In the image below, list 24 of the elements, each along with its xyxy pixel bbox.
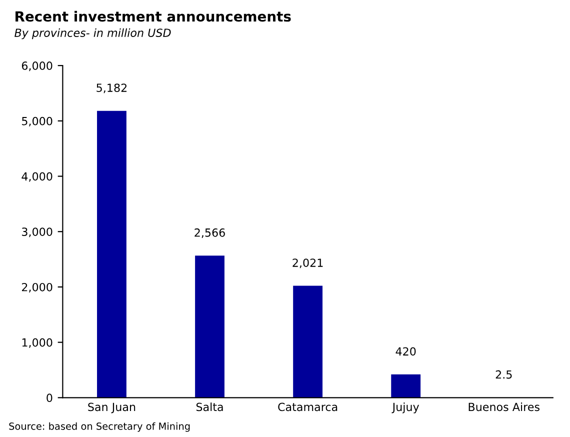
chart-title: Recent investment announcements — [16, 10, 291, 22]
data-label: 2.5 — [496, 370, 512, 379]
chart-subtitle: By provinces- in million USD — [14, 28, 171, 40]
x-tick-label: Catamarca — [278, 402, 338, 412]
bar — [293, 286, 323, 398]
bar — [97, 110, 126, 398]
y-tick-label: 2,000 — [22, 282, 52, 292]
data-label: 2,021 — [292, 258, 323, 268]
x-tick-label: Buenos Aires — [468, 402, 540, 412]
y-tick-label: 3,000 — [22, 228, 52, 238]
data-label: 420 — [396, 347, 416, 356]
data-label: 5,182 — [96, 84, 127, 94]
y-tick-label: 5,000 — [22, 116, 52, 126]
y-tick-label: 0 — [46, 394, 52, 402]
x-tick-label: San Juan — [88, 402, 136, 414]
bar — [391, 374, 421, 398]
y-tick-label: 6,000 — [22, 62, 52, 72]
bar — [195, 256, 224, 398]
source-note: Source: based on Secretary of Mining — [9, 422, 190, 432]
x-tick-label: Jujuy — [392, 402, 420, 414]
y-tick-label: 1,000 — [22, 338, 52, 348]
x-tick-label: Salta — [196, 402, 223, 412]
data-label: 2,566 — [194, 228, 225, 238]
y-tick-label: 4,000 — [22, 172, 52, 182]
